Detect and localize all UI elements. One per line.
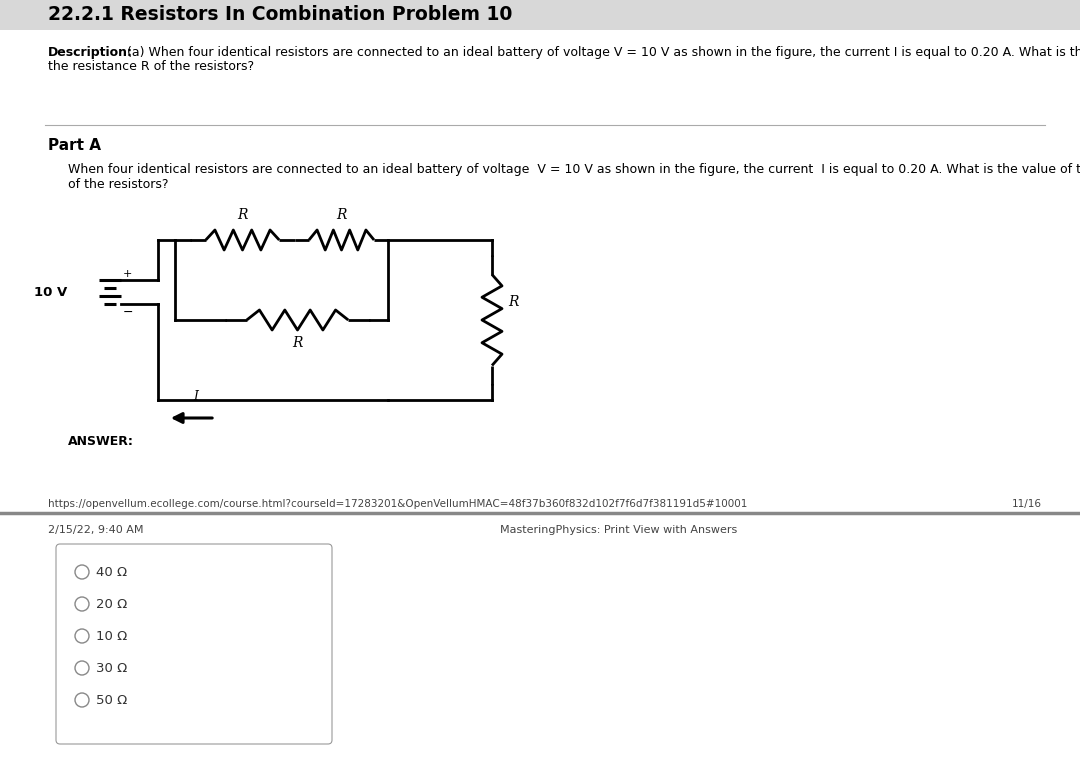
Text: +: + (123, 269, 133, 279)
Text: Description:: Description: (48, 46, 133, 59)
Text: I: I (193, 390, 198, 403)
Text: R: R (293, 336, 302, 350)
Text: 50 Ω: 50 Ω (96, 693, 127, 706)
Text: the resistance R of the resistors?: the resistance R of the resistors? (48, 60, 254, 73)
Text: 30 Ω: 30 Ω (96, 661, 127, 674)
Text: 11/16: 11/16 (1012, 499, 1042, 509)
Text: MasteringPhysics: Print View with Answers: MasteringPhysics: Print View with Answer… (500, 525, 738, 535)
Text: 10 Ω: 10 Ω (96, 630, 127, 643)
Text: When four identical resistors are connected to an ideal battery of voltage  V = : When four identical resistors are connec… (68, 163, 1080, 176)
Text: ANSWER:: ANSWER: (68, 435, 134, 448)
Text: 40 Ω: 40 Ω (96, 565, 127, 578)
Text: Part A: Part A (48, 138, 102, 153)
Text: −: − (123, 306, 134, 319)
Text: of the resistors?: of the resistors? (68, 178, 168, 191)
Text: 2/15/22, 9:40 AM: 2/15/22, 9:40 AM (48, 525, 144, 535)
Text: 20 Ω: 20 Ω (96, 597, 127, 611)
Text: (a) When four identical resistors are connected to an ideal battery of voltage V: (a) When four identical resistors are co… (127, 46, 1080, 59)
Text: R: R (238, 208, 247, 222)
Text: R: R (336, 208, 347, 222)
FancyBboxPatch shape (56, 544, 332, 744)
Text: 22.2.1 Resistors In Combination Problem 10: 22.2.1 Resistors In Combination Problem … (48, 5, 512, 25)
Text: https://openvellum.ecollege.com/course.html?courseId=17283201&OpenVellumHMAC=48f: https://openvellum.ecollege.com/course.h… (48, 499, 747, 509)
Bar (0, 0, 1080, 30)
Text: 10 V: 10 V (33, 285, 67, 298)
Text: R: R (508, 295, 518, 309)
